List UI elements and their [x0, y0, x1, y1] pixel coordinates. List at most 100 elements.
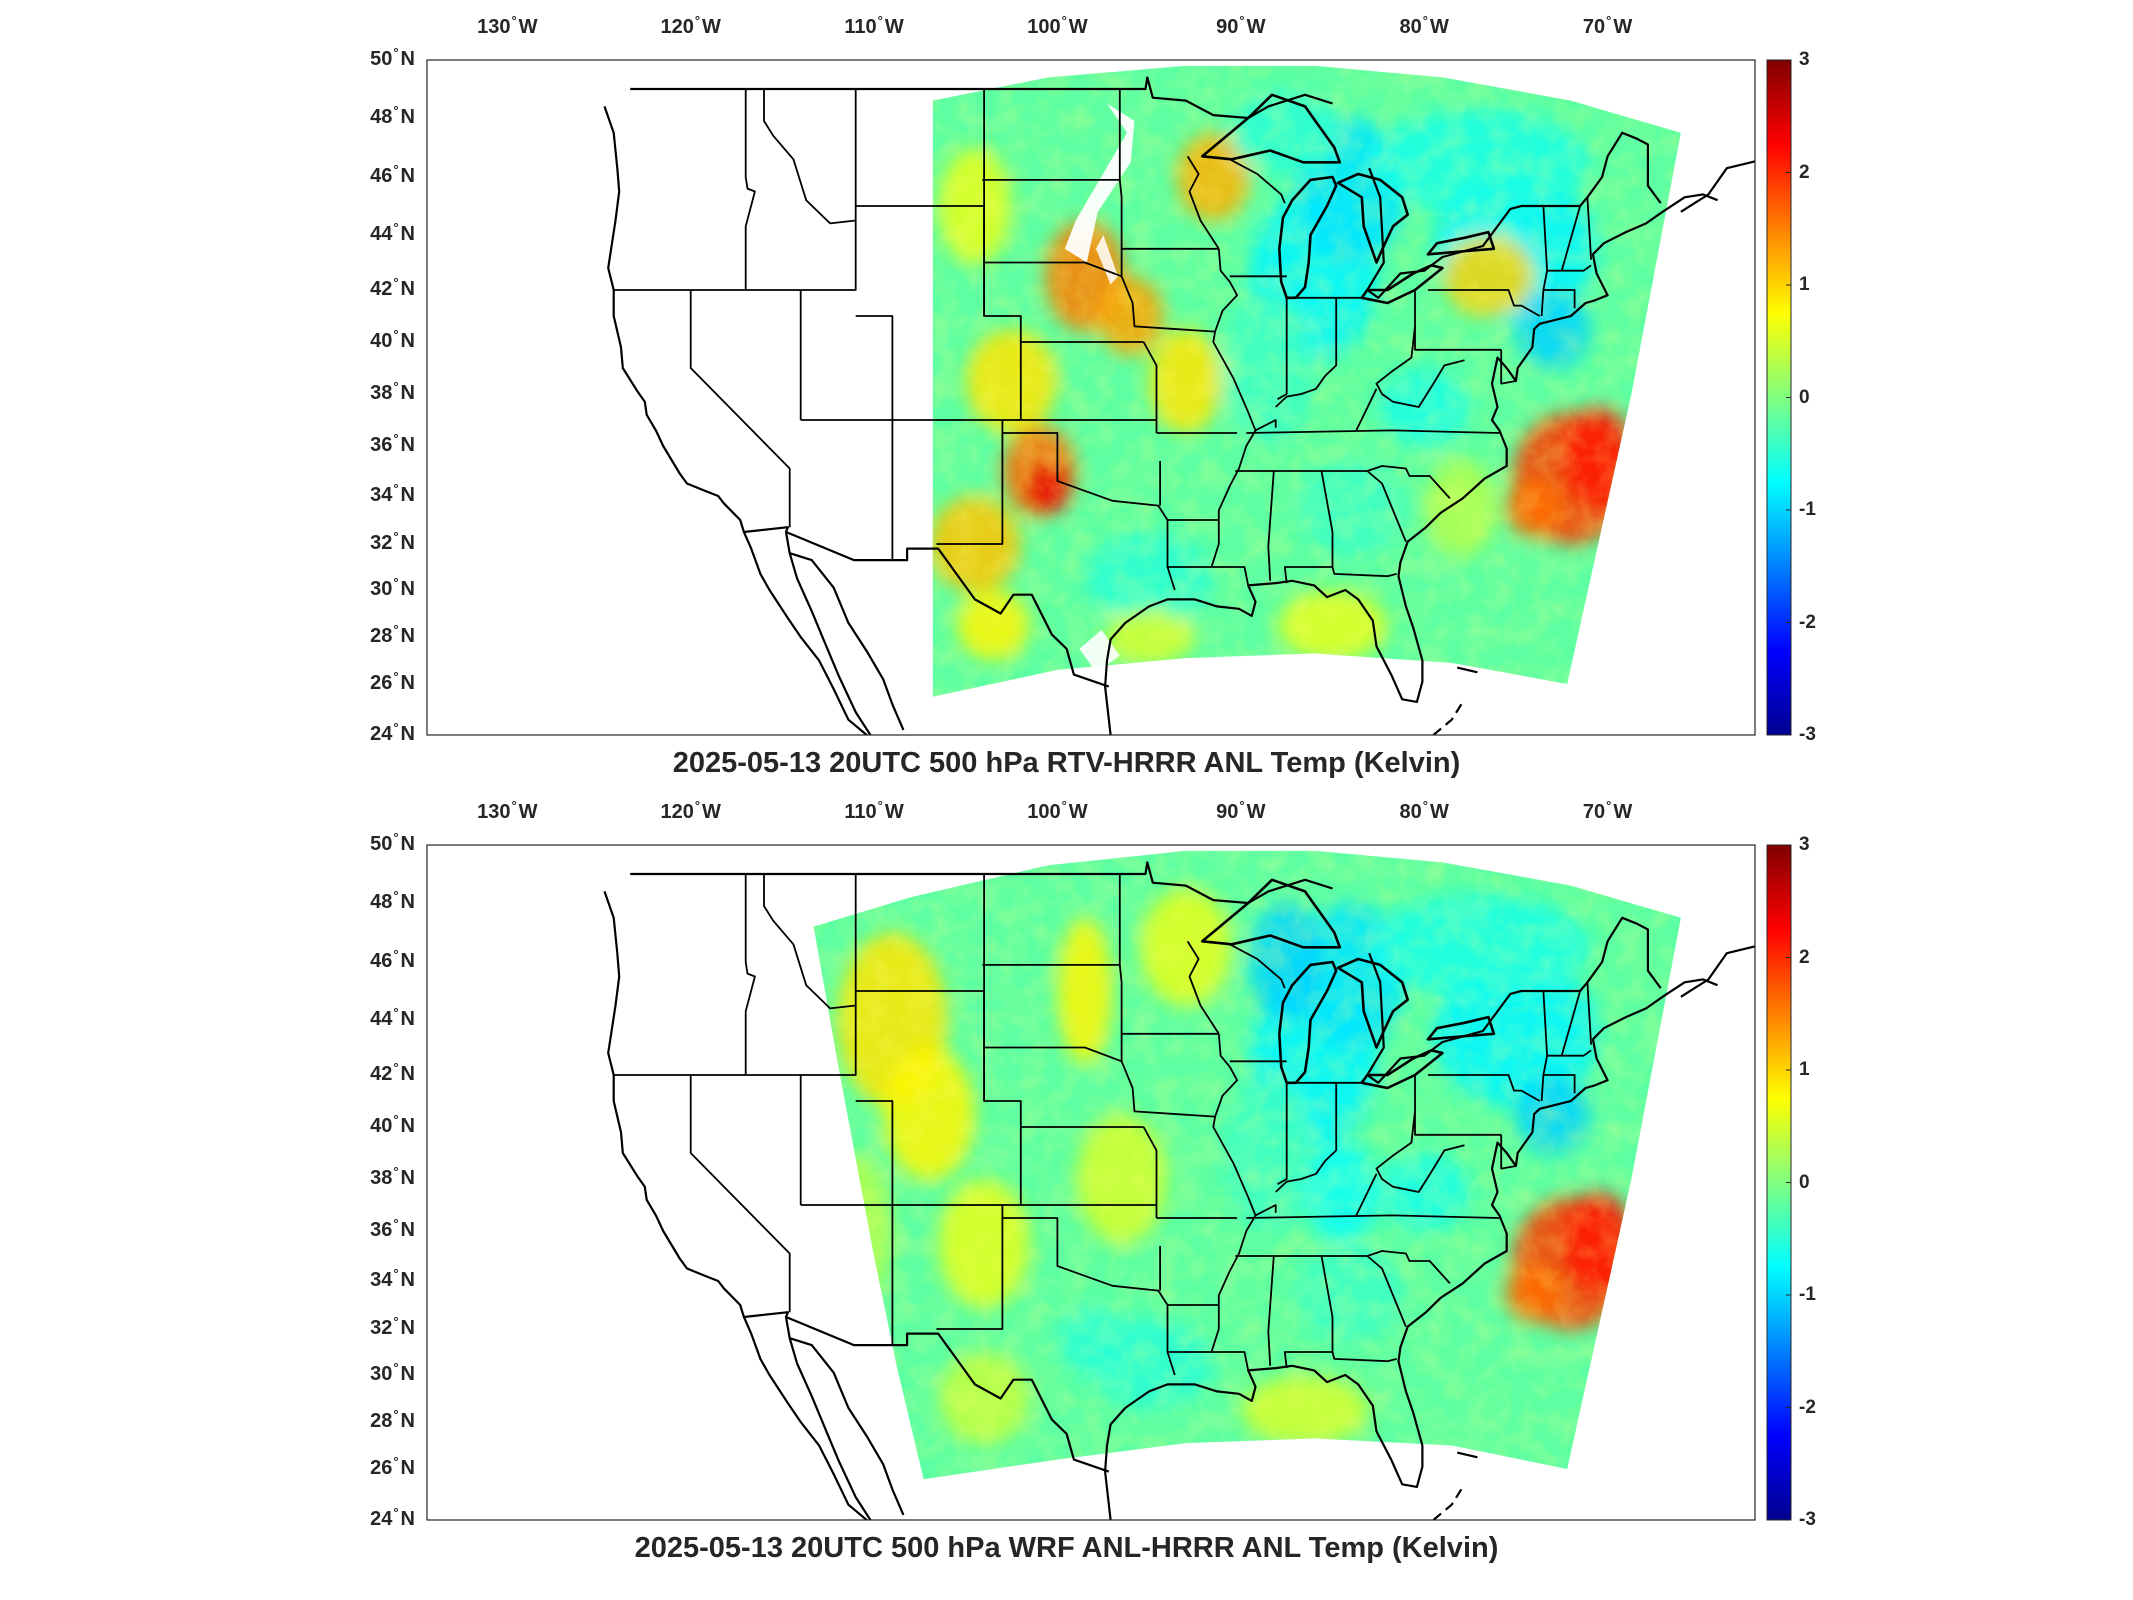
latitude-hemisphere: N [400, 278, 415, 300]
longitude-label: 110° W [844, 13, 903, 39]
latitude-degrees: 48 [370, 106, 393, 128]
latitude-label: 42° N [355, 275, 415, 301]
latitude-degrees: 30 [370, 578, 393, 600]
latitude-hemisphere: N [400, 1508, 415, 1530]
degree-symbol: ° [393, 830, 399, 845]
map-canvas [426, 844, 1792, 1521]
degree-symbol: ° [1239, 798, 1245, 813]
latitude-degrees: 34 [370, 1269, 393, 1291]
latitude-degrees: 38 [370, 382, 393, 404]
degree-symbol: ° [393, 1314, 399, 1329]
latitude-hemisphere: N [400, 1063, 415, 1085]
latitude-label: 44° N [355, 1005, 415, 1031]
degree-symbol: ° [393, 669, 399, 684]
map-frame [426, 59, 1756, 736]
latitude-label: 48° N [355, 103, 415, 129]
longitude-degrees: 100 [1027, 16, 1061, 38]
colorbar-tick-label: -2 [1799, 1396, 1816, 1418]
latitude-hemisphere: N [400, 434, 415, 456]
latitude-degrees: 48 [370, 891, 393, 913]
latitude-degrees: 36 [370, 1219, 393, 1241]
degree-symbol: ° [393, 1505, 399, 1520]
latitude-label: 38° N [355, 1164, 415, 1190]
degree-symbol: ° [1422, 13, 1428, 28]
degree-symbol: ° [393, 327, 399, 342]
longitude-degrees: 130 [477, 801, 511, 823]
degree-symbol: ° [694, 13, 701, 28]
latitude-degrees: 46 [370, 165, 393, 187]
bottom-map-panel: 130° W 120° W 110° W 100° W 90° W 80° W 70° W 50° N 48° N… [0, 790, 2133, 1600]
colorbar-tick-label: 2 [1799, 161, 1810, 183]
top-map-panel: 130° W 120° W 110° W 100° W 90° W 80° W 70° W 50° N 48° N… [0, 0, 2133, 790]
degree-symbol: ° [393, 1164, 399, 1179]
longitude-label: 80° W [1400, 13, 1449, 39]
colorbar-tick-label: 0 [1799, 386, 1810, 408]
latitude-label: 30° N [355, 575, 415, 601]
degree-symbol: ° [393, 379, 399, 394]
longitude-label: 110° W [844, 798, 903, 824]
colorbar-tick-label: -1 [1799, 1284, 1816, 1305]
latitude-label: 34° N [355, 481, 415, 507]
latitude-hemisphere: N [400, 833, 415, 855]
latitude-degrees: 26 [370, 1457, 393, 1479]
latitude-label: 32° N [355, 529, 415, 555]
longitude-degrees: 90 [1216, 801, 1239, 823]
latitude-hemisphere: N [400, 1269, 415, 1291]
degree-symbol: ° [393, 720, 399, 735]
latitude-degrees: 46 [370, 950, 393, 972]
latitude-degrees: 24 [370, 1508, 393, 1530]
latitude-hemisphere: N [400, 484, 415, 506]
latitude-label: 46° N [355, 947, 415, 973]
map-boundaries [603, 76, 1755, 735]
longitude-degrees: 90 [1216, 16, 1239, 38]
latitude-hemisphere: N [400, 1317, 415, 1339]
latitude-label: 38° N [355, 379, 415, 405]
latitude-label: 24° N [355, 1505, 415, 1531]
latitude-hemisphere: N [400, 48, 415, 70]
degree-symbol: ° [877, 13, 883, 28]
latitude-hemisphere: N [400, 1115, 415, 1137]
latitude-hemisphere: N [400, 1219, 415, 1241]
longitude-hemisphere: W [702, 801, 721, 823]
degree-symbol: ° [393, 162, 399, 177]
latitude-label: 46° N [355, 162, 415, 188]
degree-symbol: ° [511, 798, 517, 813]
longitude-label: 90° W [1216, 13, 1265, 39]
latitude-degrees: 44 [370, 223, 393, 245]
latitude-label: 40° N [355, 327, 415, 353]
latitude-hemisphere: N [400, 625, 415, 647]
latitude-hemisphere: N [400, 165, 415, 187]
latitude-hemisphere: N [400, 382, 415, 404]
degree-symbol: ° [393, 1216, 399, 1231]
latitude-hemisphere: N [400, 891, 415, 913]
degree-symbol: ° [393, 1060, 399, 1075]
degree-symbol: ° [1061, 798, 1067, 813]
map-canvas [426, 59, 1792, 736]
colorbar-tick-label: 3 [1799, 834, 1810, 855]
latitude-hemisphere: N [400, 223, 415, 245]
longitude-hemisphere: W [702, 16, 721, 38]
map-title: 2025-05-13 20UTC 500 hPa WRF ANL-HRRR AN… [634, 1532, 1499, 1564]
colorbar-tick-label: -2 [1799, 611, 1816, 633]
longitude-hemisphere: W [1068, 16, 1088, 38]
longitude-hemisphere: W [1429, 16, 1449, 38]
latitude-degrees: 32 [370, 532, 393, 554]
degree-symbol: ° [694, 798, 701, 813]
latitude-hemisphere: N [400, 578, 415, 600]
latitude-degrees: 32 [370, 1317, 393, 1339]
longitude-degrees: 70 [1582, 16, 1606, 38]
latitude-degrees: 50 [370, 48, 393, 70]
longitude-hemisphere: W [518, 801, 538, 823]
latitude-hemisphere: N [400, 330, 415, 352]
latitude-degrees: 38 [370, 1167, 393, 1189]
latitude-hemisphere: N [400, 532, 415, 554]
latitude-hemisphere: N [400, 1167, 415, 1189]
colorbar-tick-label: 1 [1799, 1059, 1810, 1080]
temperature-anomaly-field [932, 65, 1681, 697]
degree-symbol: ° [393, 575, 399, 590]
longitude-label: 80° W [1400, 798, 1449, 824]
colorbar-tick-label: 3 [1799, 49, 1810, 70]
degree-symbol: ° [393, 1360, 399, 1375]
longitude-label: 130° W [477, 798, 538, 824]
latitude-degrees: 50 [370, 833, 393, 855]
